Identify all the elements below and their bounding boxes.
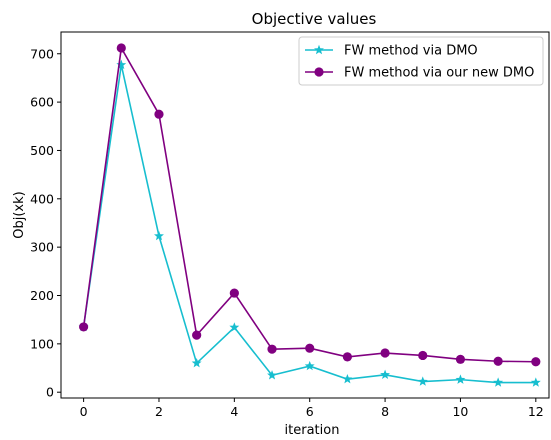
data-point [154,230,164,241]
x-axis: 0 2 4 6 8 10 12 [80,398,544,419]
x-axis-label: iteration [285,423,340,438]
y-tick-label: 500 [30,143,54,158]
data-point [342,352,352,362]
data-point [418,350,428,361]
y-tick-label: 300 [30,240,54,255]
legend-label: FW method via our new DMO [344,66,534,81]
legend-item: FW method via our new DMO [305,66,534,81]
data-point [417,376,428,386]
x-tick-label: 12 [528,404,544,419]
legend: FW method via DMO FW method via our new D… [298,36,544,86]
series-line [82,64,536,384]
series-1 [78,59,541,387]
data-point [531,357,541,367]
data-point [229,322,240,332]
plot-frame [60,31,550,399]
x-tick-label: 2 [155,404,163,419]
y-tick-label: 400 [30,191,54,206]
y-axis: 0 100 200 300 400 500 600 700 [30,46,61,400]
data-point [455,374,466,384]
legend-swatch-marker [314,44,324,55]
x-tick-label: 4 [230,404,238,419]
x-tick-label: 8 [381,404,389,419]
data-point [380,348,390,358]
y-tick-label: 0 [46,385,54,400]
y-axis-label: Obj(xk) [12,191,27,238]
data-point [530,377,541,387]
data-point [154,109,164,119]
y-tick-label: 200 [30,288,54,303]
data-point [116,43,126,53]
data-point [192,330,202,340]
y-tick-label: 100 [30,336,54,351]
data-point [304,360,315,371]
chart-title: Objective values [252,10,377,28]
data-point [267,370,277,380]
data-point [79,322,89,332]
data-point [191,357,202,368]
data-point [493,377,504,387]
y-tick-label: 700 [30,46,54,61]
data-point [229,288,239,298]
legend-box [298,36,544,86]
data-point [380,369,391,379]
data-point [305,343,315,353]
data-point [493,356,503,366]
data-point [342,373,353,384]
data-point [267,344,277,354]
y-tick-label: 600 [30,95,54,110]
legend-item: FW method via DMO [305,44,478,59]
legend-swatch-marker [314,67,324,77]
x-tick-label: 0 [80,404,88,419]
data-point [116,59,127,70]
legend-label: FW method via DMO [344,44,478,59]
data-point [455,354,466,364]
x-tick-label: 10 [452,404,468,419]
series-layer [78,43,541,387]
series-2 [79,43,541,367]
x-tick-label: 6 [306,404,314,419]
